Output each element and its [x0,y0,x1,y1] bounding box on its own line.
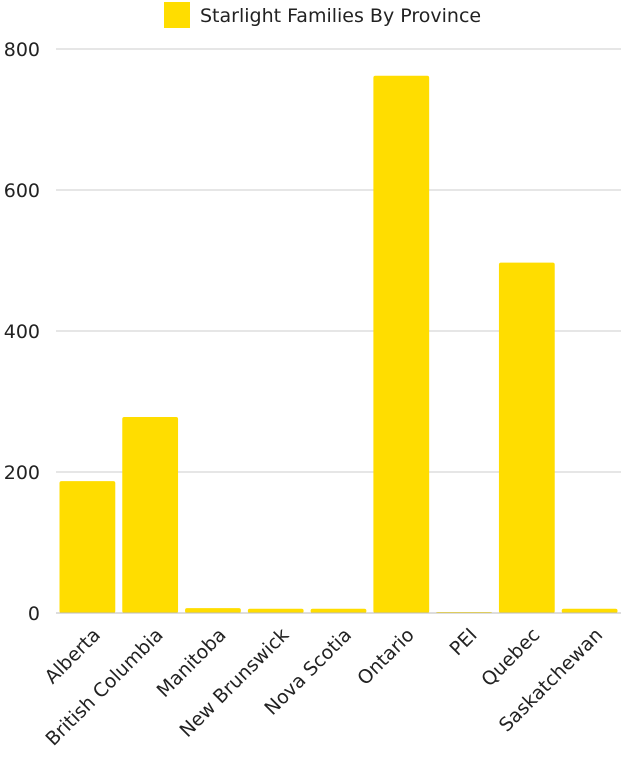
y-tick-label: 400 [4,321,40,343]
y-tick-label: 800 [4,39,40,61]
bar-manitoba [185,608,241,613]
legend-swatch [164,2,190,28]
bar-saskatchewan [561,608,618,613]
y-axis-tick-labels: 0 200 400 600 800 [4,39,40,625]
bar-british-columbia [122,417,179,613]
bar-ontario [373,75,430,614]
legend: Starlight Families By Province [164,2,481,28]
x-category-label: Ontario [353,624,419,690]
x-category-label: British Columbia [41,624,167,750]
y-tick-label: 200 [4,462,40,484]
y-tick-label: 600 [4,180,40,202]
legend-label: Starlight Families By Province [200,5,481,27]
x-category-label: PEI [445,624,481,660]
y-tick-label: 0 [28,603,40,625]
bar-nova-scotia [310,608,367,613]
bar-quebec [498,262,555,613]
x-category-label: New Brunswick [175,624,293,742]
bar-new-brunswick [247,608,304,613]
bars [59,75,618,614]
x-category-label: Alberta [41,624,105,688]
bar-alberta [59,481,116,613]
